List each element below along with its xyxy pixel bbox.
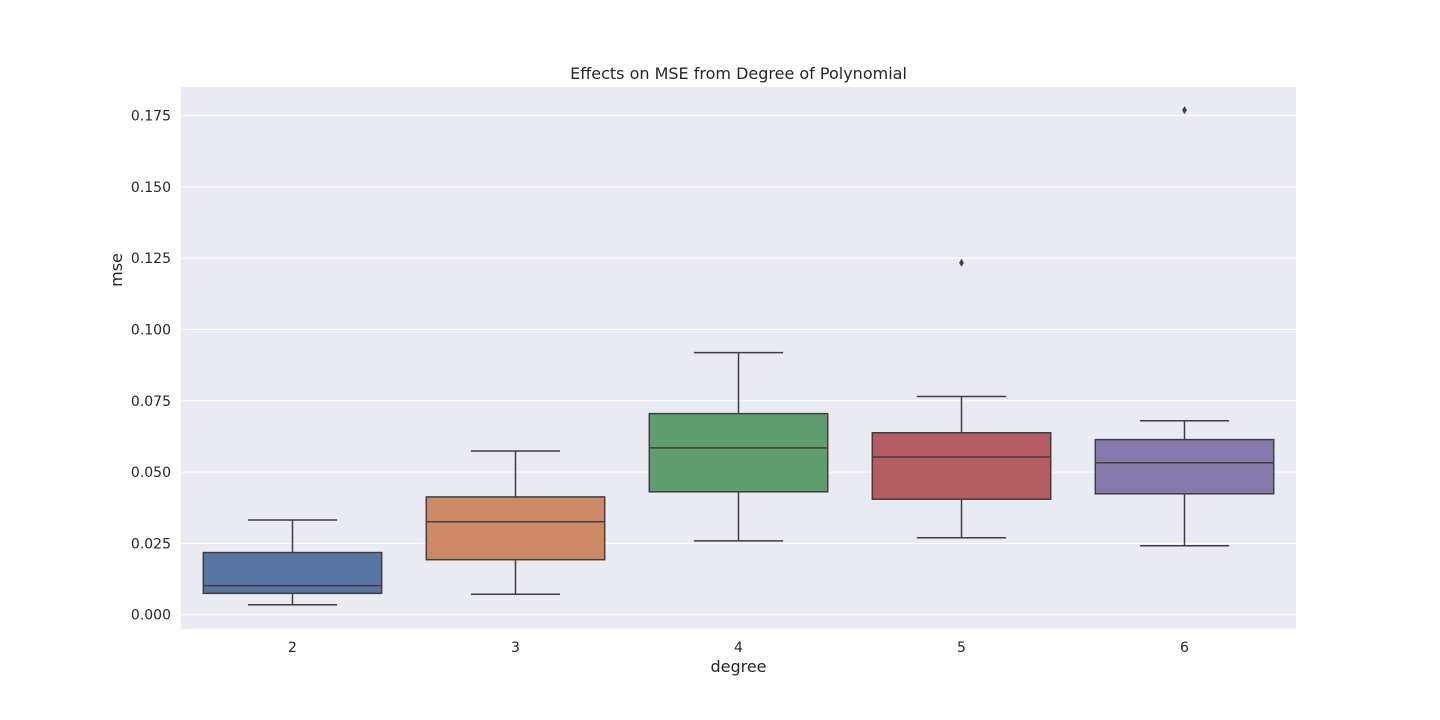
y-tick-label: 0.150 (131, 180, 171, 196)
chart-title: Effects on MSE from Degree of Polynomial (570, 64, 907, 83)
box-group-degree-3 (425, 450, 606, 595)
y-tick-label: 0.075 (131, 394, 171, 410)
y-tick-label: 0.025 (131, 536, 171, 552)
iqr-box (648, 412, 829, 493)
x-tick-label: 2 (288, 640, 297, 656)
y-tick-label: 0.175 (131, 109, 171, 125)
outlier-point (959, 258, 964, 267)
x-tick-label: 5 (957, 640, 966, 656)
x-tick-label: 3 (511, 640, 520, 656)
y-tick-label: 0.000 (131, 608, 171, 624)
box-group-degree-5 (871, 258, 1052, 539)
y-axis-label: mse (107, 253, 126, 287)
box-group-degree-6 (1094, 106, 1275, 547)
boxes-layer (202, 106, 1275, 606)
outlier-point (1182, 106, 1187, 115)
y-tick-label: 0.125 (131, 251, 171, 267)
y-tick-label: 0.050 (131, 465, 171, 481)
iqr-box (425, 496, 606, 561)
box-group-degree-2 (202, 519, 383, 606)
x-tick-label: 6 (1180, 640, 1189, 656)
iqr-box (1094, 438, 1275, 495)
box-group-degree-4 (648, 351, 829, 542)
y-tick-label: 0.100 (131, 322, 171, 338)
y-tick-labels: 0.000 0.025 0.050 0.075 0.100 0.125 0.150 0.175 (131, 109, 171, 624)
x-tick-label: 4 (734, 640, 743, 656)
iqr-box (871, 431, 1052, 500)
x-axis-label: degree (710, 657, 766, 676)
iqr-box (202, 551, 383, 595)
x-tick-labels: 2 3 4 5 6 (288, 640, 1189, 656)
